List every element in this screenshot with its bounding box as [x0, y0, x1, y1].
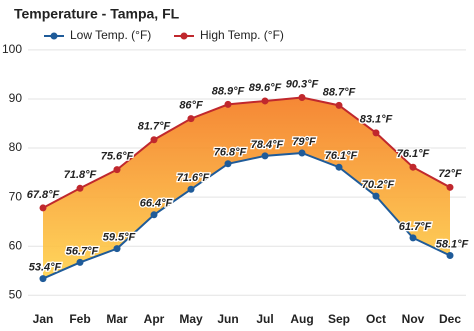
y-tick-label: 80	[9, 140, 23, 154]
value-label: 90.3°F	[286, 78, 319, 90]
value-label: 76.8°F	[214, 147, 247, 159]
x-tick-label: Dec	[439, 312, 461, 326]
value-label: 67.8°F	[27, 189, 60, 201]
point	[150, 136, 158, 144]
series-line	[42, 96, 451, 209]
x-tick-label: Feb	[69, 312, 90, 326]
value-label: 76.1°F	[397, 148, 430, 160]
y-tick-label: 100	[2, 42, 22, 56]
value-label: 56.7°F	[66, 245, 99, 257]
chart-title: Temperature - Tampa, FL	[14, 6, 180, 22]
value-label: 78.4°F	[251, 139, 284, 151]
point	[335, 101, 343, 109]
point	[298, 149, 306, 157]
point	[39, 204, 47, 212]
value-label: 70.2°F	[362, 179, 395, 191]
x-tick-label: Mar	[106, 312, 128, 326]
y-tick-label: 50	[9, 287, 23, 301]
x-tick-label: Nov	[402, 312, 425, 326]
point	[409, 163, 417, 171]
value-label: 53.4°F	[29, 261, 62, 273]
legend-label: Low Temp. (°F)	[70, 28, 151, 42]
point	[446, 252, 454, 260]
value-label: 88.9°F	[212, 85, 245, 97]
value-label: 71.8°F	[64, 169, 97, 181]
x-tick-label: Apr	[144, 312, 165, 326]
range-area	[43, 97, 450, 279]
point	[335, 163, 343, 171]
point	[113, 166, 121, 174]
point	[261, 97, 269, 105]
point	[261, 152, 269, 160]
legend-label: High Temp. (°F)	[200, 28, 284, 42]
legend-dot	[50, 32, 58, 40]
point	[150, 211, 158, 219]
point	[224, 160, 232, 168]
x-tick-label: May	[179, 312, 203, 326]
value-label: 61.7°F	[399, 221, 432, 233]
value-label: 89.6°F	[249, 82, 282, 94]
point	[76, 184, 84, 192]
x-tick-label: Jul	[256, 312, 273, 326]
point	[76, 258, 84, 266]
value-label: 86°F	[179, 100, 203, 112]
y-tick-label: 90	[9, 91, 23, 105]
legend-dot	[180, 32, 188, 40]
y-tick-label: 70	[9, 189, 23, 203]
point	[113, 245, 121, 253]
value-label: 81.7°F	[138, 121, 171, 133]
x-tick-label: Jun	[217, 312, 238, 326]
point	[446, 183, 454, 191]
value-label: 83.1°F	[360, 114, 393, 126]
value-label: 76.1°F	[325, 150, 358, 162]
x-tick-label: Jan	[33, 312, 54, 326]
point	[409, 234, 417, 242]
value-label: 75.6°F	[101, 151, 134, 163]
value-label: 72°F	[438, 168, 462, 180]
point	[298, 94, 306, 102]
point	[187, 185, 195, 193]
series-line	[42, 151, 451, 280]
point	[39, 275, 47, 283]
x-tick-label: Oct	[366, 312, 386, 326]
x-tick-label: Aug	[290, 312, 313, 326]
value-label: 71.6°F	[177, 172, 210, 184]
value-label: 79°F	[292, 136, 316, 148]
y-tick-label: 60	[9, 238, 23, 252]
point	[187, 115, 195, 123]
value-label: 88.7°F	[323, 86, 356, 98]
x-tick-label: Sep	[328, 312, 350, 326]
value-label: 58.1°F	[436, 238, 469, 250]
point	[372, 129, 380, 137]
point	[372, 192, 380, 200]
point	[224, 100, 232, 108]
value-label: 66.4°F	[140, 198, 173, 210]
value-label: 59.5°F	[103, 232, 136, 244]
